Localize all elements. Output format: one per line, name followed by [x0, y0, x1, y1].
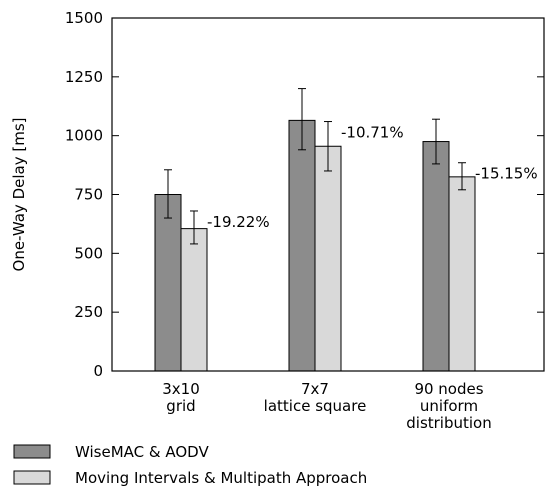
legend: WiseMAC & AODV Moving Intervals & Multipa…: [13, 443, 367, 487]
x-category-label: 90 nodes: [414, 380, 483, 398]
percentage-annotations: -19.22% -10.71% -15.15%: [207, 124, 538, 231]
y-tick-label: 250: [74, 303, 103, 321]
y-tick-label: 500: [74, 244, 103, 262]
x-category-label: 7x7: [301, 380, 329, 398]
x-category-label: uniform: [420, 397, 478, 415]
legend-label: Moving Intervals & Multipath Approach: [75, 469, 367, 487]
percentage-annotation: -15.15%: [475, 165, 538, 183]
bar: [448, 176, 476, 372]
bar: [154, 194, 182, 372]
x-category-label: grid: [166, 397, 195, 415]
legend-swatch: [13, 444, 51, 459]
percentage-annotation: -10.71%: [341, 124, 404, 142]
bar: [288, 119, 316, 372]
plot-frame: [111, 17, 545, 372]
y-tick-label: 1250: [65, 68, 103, 86]
x-category-label: distribution: [406, 414, 491, 432]
x-category-label: lattice square: [264, 397, 367, 415]
percentage-annotation: -19.22%: [207, 213, 270, 231]
y-axis-ticks: 0 250 500 750 1000 1250 1500: [65, 9, 544, 380]
bar: [314, 145, 342, 372]
y-tick-label: 750: [74, 186, 103, 204]
x-category-label: 3x10: [162, 380, 200, 398]
y-tick-label: 1000: [65, 127, 103, 145]
legend-label: WiseMAC & AODV: [75, 443, 209, 461]
bar: [422, 141, 450, 372]
y-tick-label: 0: [93, 362, 103, 380]
legend-swatch: [13, 470, 51, 485]
y-axis-label: One-Way Delay [ms]: [10, 118, 28, 272]
y-tick-label: 1500: [65, 9, 103, 27]
error-bars: [164, 88, 466, 245]
bar: [180, 228, 208, 372]
bars: [154, 119, 476, 372]
